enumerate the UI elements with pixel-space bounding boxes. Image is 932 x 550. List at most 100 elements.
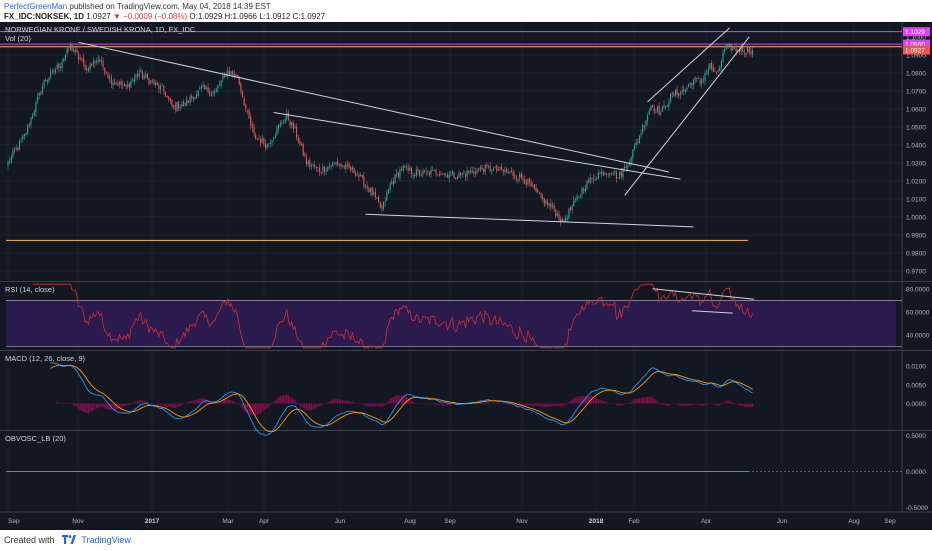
- candle-body: [99, 59, 101, 62]
- candle-body: [474, 172, 476, 174]
- rsi-pane-title: RSI (14, close): [5, 285, 55, 294]
- macd-histogram-bar: [738, 403, 741, 406]
- price-tag: [903, 39, 930, 49]
- macd-histogram-bar: [232, 400, 234, 404]
- candle-body: [381, 206, 383, 209]
- candle-body: [743, 52, 745, 54]
- chart-area[interactable]: 1.1000 1.0900 1.0800 1.0700 1.0600 1.0500 1.04…: [0, 22, 932, 530]
- macd-histogram-bar: [496, 403, 498, 405]
- candle-body: [150, 80, 152, 84]
- candle-body: [278, 125, 280, 129]
- candle-body: [397, 172, 399, 177]
- candle-body: [307, 161, 309, 165]
- candle-body: [48, 77, 50, 81]
- macd-histogram-bar: [632, 400, 634, 404]
- candle-body: [517, 179, 519, 181]
- candle-body: [120, 81, 122, 86]
- macd-histogram-bar: [688, 403, 690, 406]
- candle-body: [91, 64, 93, 66]
- candle-body: [558, 213, 560, 221]
- macd-histogram-bar: [483, 402, 485, 404]
- macd-histogram-bar: [445, 403, 447, 405]
- macd-histogram-bar: [589, 395, 591, 404]
- candle-body: [219, 84, 221, 86]
- candle-body: [581, 188, 583, 195]
- macd-histogram-bar: [638, 398, 640, 404]
- candle-body: [699, 79, 701, 84]
- candle-body: [663, 104, 665, 108]
- candle-body: [191, 95, 193, 99]
- macd-histogram-bar: [215, 402, 217, 404]
- candle-body: [545, 200, 547, 204]
- macd-histogram-bar: [725, 400, 727, 404]
- candle-body: [542, 197, 544, 199]
- candle-body: [409, 167, 411, 171]
- macd-histogram-bar: [553, 403, 555, 406]
- candle-body: [494, 166, 496, 168]
- candle-body: [340, 164, 342, 166]
- candle-body: [735, 48, 737, 52]
- macd-histogram-bar: [279, 395, 281, 404]
- macd-histogram-bar: [694, 403, 696, 405]
- macd-histogram-bar: [446, 403, 449, 406]
- candle-body: [371, 187, 373, 196]
- candle-body: [742, 45, 744, 52]
- candle-body: [176, 102, 178, 111]
- macd-histogram-bar: [689, 403, 691, 406]
- macd-histogram-bar: [158, 403, 160, 406]
- chart-svg[interactable]: 1.1000 1.0900 1.0800 1.0700 1.0600 1.0500 1.04…: [0, 22, 932, 530]
- candle-body: [456, 177, 458, 180]
- candle-body: [301, 143, 303, 146]
- candle-body: [287, 112, 289, 121]
- candle-body: [566, 218, 568, 220]
- candle-body: [105, 72, 107, 75]
- candle-body: [345, 163, 347, 169]
- candle-body: [253, 127, 255, 134]
- candle-body: [651, 105, 654, 108]
- macd-histogram-bar: [81, 403, 83, 411]
- candle-body: [289, 121, 291, 126]
- candle-body: [633, 144, 636, 150]
- price-axis-label: 0.9700: [906, 268, 926, 275]
- macd-histogram-bar: [538, 403, 540, 407]
- candle-body: [25, 132, 27, 135]
- macd-histogram-bar: [181, 403, 183, 406]
- candle-body: [228, 70, 230, 75]
- macd-histogram-bar: [683, 403, 685, 406]
- macd-histogram-bar: [397, 395, 399, 404]
- macd-histogram-bar: [179, 403, 181, 407]
- chart-footer: Created with TradingView: [0, 530, 932, 550]
- macd-histogram-bar: [241, 403, 244, 409]
- macd-axis-label: 0.0100: [906, 364, 926, 371]
- candle-body: [46, 80, 48, 82]
- price-tag: [903, 45, 930, 55]
- time-axis-label: Nov: [516, 518, 528, 525]
- tradingview-link[interactable]: TradingView: [81, 535, 131, 545]
- time-axis-label: Nov: [72, 518, 84, 525]
- candle-body: [691, 83, 693, 86]
- candle-body: [417, 169, 419, 172]
- macd-histogram-bar: [415, 402, 417, 404]
- macd-histogram-bar: [369, 403, 372, 407]
- macd-histogram-bar: [494, 403, 496, 404]
- macd-histogram-bar: [366, 403, 368, 407]
- candle-body: [260, 139, 262, 144]
- macd-histogram-bar: [525, 403, 527, 407]
- candle-body: [561, 218, 563, 223]
- macd-histogram-bar: [501, 403, 503, 405]
- macd-histogram-bar: [223, 399, 226, 404]
- candle-body: [696, 77, 698, 79]
- symbol-line: FX_IDC:NOKSEK, 1D 1.0927 ▼ −0.0009 (−0.0…: [4, 12, 325, 21]
- macd-histogram-bar: [235, 402, 237, 404]
- macd-histogram-bar: [522, 403, 524, 406]
- macd-histogram-bar: [515, 403, 517, 406]
- macd-histogram-bar: [314, 403, 316, 409]
- price-axis-label: 1.0800: [906, 70, 926, 77]
- candle-body: [110, 77, 112, 85]
- candle-body: [192, 96, 194, 100]
- macd-histogram-bar: [292, 399, 294, 404]
- candle-body: [706, 72, 708, 74]
- volume-indicator-label: Vol (20): [5, 34, 31, 43]
- macd-histogram-bar: [546, 403, 549, 408]
- author-link[interactable]: PerfectGreenMan: [4, 2, 68, 11]
